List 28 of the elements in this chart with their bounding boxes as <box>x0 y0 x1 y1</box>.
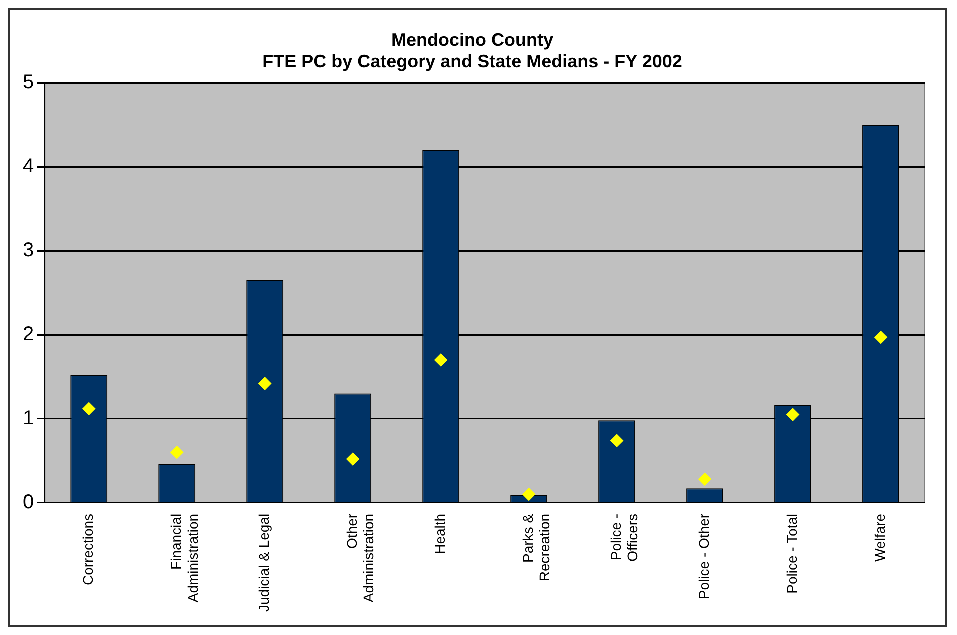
x-tick-label: Judicial & Legal <box>256 514 272 612</box>
x-tick-label: Other Administration <box>344 514 377 603</box>
point <box>258 377 272 390</box>
y-tick-label: 0 <box>23 491 34 514</box>
point <box>698 472 712 486</box>
point <box>786 408 800 422</box>
chart-title: Mendocino County <box>392 30 554 50</box>
y-tick-label: 4 <box>23 156 34 178</box>
x-tick-label: Police - Other <box>696 514 712 600</box>
y-tick-label: 2 <box>23 324 34 346</box>
x-tick-label: Police - Total <box>784 514 800 594</box>
x-tick-label: Parks & Recreation <box>520 513 553 582</box>
y-tick-label: 5 <box>23 72 34 94</box>
point <box>434 354 448 367</box>
x-tick-label: Financial Administration <box>168 514 201 603</box>
point <box>610 434 624 448</box>
point <box>874 331 888 344</box>
x-tick-label: Police - Officers <box>608 514 641 562</box>
y-tick-label: 1 <box>23 408 34 430</box>
x-tick-label: Health <box>432 514 448 554</box>
x-tick-label: Welfare <box>872 514 888 562</box>
point <box>82 402 96 416</box>
point <box>170 446 184 460</box>
x-tick-label: Corrections <box>80 514 96 586</box>
point <box>346 452 360 466</box>
chart-subtitle: FTE PC by Category and State Medians - FY 2002 <box>262 51 682 72</box>
point <box>522 488 536 502</box>
y-tick-label: 3 <box>23 240 34 262</box>
